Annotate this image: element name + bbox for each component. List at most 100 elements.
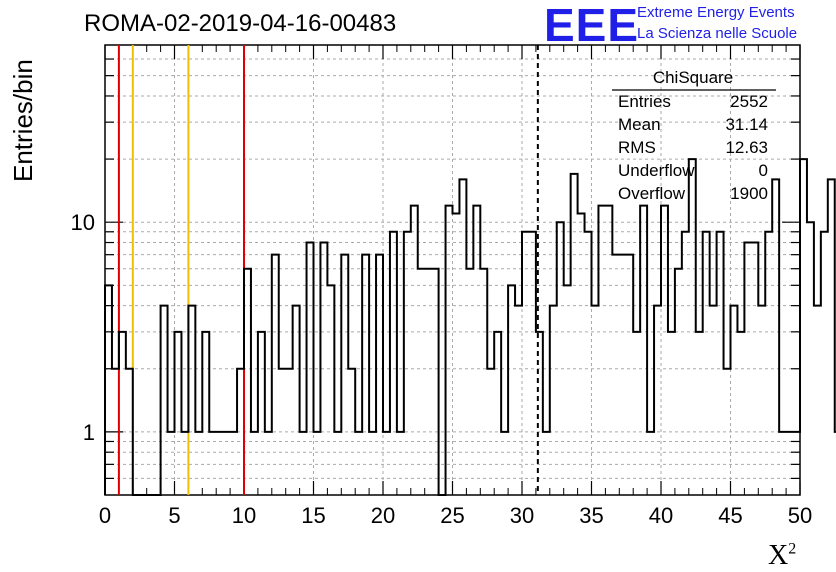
histogram-bin	[320, 243, 327, 495]
x-tick-label: 50	[788, 503, 812, 528]
y-axis-label: Entries/bin	[8, 59, 38, 182]
histogram-bin	[696, 332, 703, 495]
histogram-bin	[814, 306, 821, 495]
histogram-bin	[334, 432, 341, 495]
x-tick-label: 25	[440, 503, 464, 528]
histogram-bin	[376, 255, 383, 495]
x-tick-label: 15	[301, 503, 325, 528]
histogram	[104, 158, 836, 496]
x-tick-label: 0	[99, 503, 111, 528]
histogram-bin	[453, 214, 460, 495]
histogram-bin	[765, 232, 772, 495]
stats-value: 1900	[730, 184, 768, 203]
histogram-bin	[230, 432, 237, 495]
x-tick-label: 45	[718, 503, 742, 528]
histogram-bin	[300, 432, 307, 495]
stats-key: RMS	[618, 138, 656, 157]
histogram-bin	[216, 432, 223, 495]
stats-value: 2552	[730, 92, 768, 111]
histogram-bin	[237, 369, 244, 495]
histogram-bin	[557, 222, 564, 495]
histogram-bin	[661, 206, 668, 495]
histogram-bin	[626, 255, 633, 495]
histogram-bin	[411, 206, 418, 495]
x-axis-label: X2	[768, 540, 796, 572]
histogram-bin	[647, 432, 654, 495]
histogram-bin	[654, 306, 661, 495]
histogram-bin	[501, 432, 508, 495]
histogram-bin	[480, 269, 487, 495]
histogram-bin	[258, 332, 265, 495]
histogram-bin	[682, 232, 689, 495]
histogram-bin	[119, 332, 126, 495]
x-tick-label: 10	[232, 503, 256, 528]
histogram-bin	[710, 306, 717, 495]
histogram-bin	[494, 332, 501, 495]
histogram-bin	[168, 432, 175, 495]
histogram-bin	[188, 306, 195, 495]
histogram-bin	[522, 232, 529, 495]
histogram-bin	[731, 306, 738, 495]
histogram-bin	[307, 243, 314, 495]
chart-title: ROMA-02-2019-04-16-00483	[84, 10, 397, 37]
stats-value: 12.63	[725, 138, 768, 157]
histogram-bin	[758, 306, 765, 495]
stats-title: ChiSquare	[652, 68, 734, 87]
histogram-bin	[286, 369, 293, 495]
histogram-bin	[293, 306, 300, 495]
histogram-bin	[772, 179, 779, 495]
histogram-bin	[536, 332, 543, 495]
histogram-bin	[418, 269, 425, 495]
histogram-bin	[717, 232, 724, 495]
histogram-bin	[244, 269, 251, 495]
histogram-bin	[446, 206, 453, 495]
stats-key: Mean	[618, 115, 661, 134]
histogram-bin	[105, 285, 112, 495]
histogram-bin	[640, 206, 647, 495]
histogram-bin	[550, 306, 557, 495]
x-tick-label: 40	[649, 503, 673, 528]
histogram-bin	[703, 232, 710, 495]
histogram-bin	[348, 369, 355, 495]
x-tick-label: 30	[510, 503, 534, 528]
histogram-bin	[314, 432, 321, 495]
x-tick-label: 5	[168, 503, 180, 528]
histogram-bin	[821, 232, 828, 495]
histogram-bin	[585, 232, 592, 495]
histogram-bin	[612, 255, 619, 495]
histogram-bin	[515, 306, 522, 495]
histogram-bin	[668, 332, 675, 495]
histogram-bin	[202, 332, 209, 495]
histogram-bin	[807, 222, 814, 495]
histogram-bin	[578, 214, 585, 495]
x-tick-label: 35	[579, 503, 603, 528]
y-tick-label: 1	[83, 420, 95, 445]
x-axis-label-symbol: X	[768, 540, 789, 571]
histogram-bin	[161, 306, 168, 495]
histogram-bin	[459, 179, 466, 495]
x-tick-label: 20	[371, 503, 395, 528]
stats-value: 0	[758, 161, 768, 180]
histogram-bin	[571, 174, 578, 495]
histogram-bin	[529, 232, 536, 495]
histogram-bin	[397, 432, 404, 495]
histogram-bin	[126, 369, 133, 495]
histogram-bin	[487, 369, 494, 495]
histogram-bin	[383, 432, 390, 495]
eee-logo: EEE	[544, 0, 640, 51]
histogram-outline	[104, 158, 836, 496]
histogram-bin	[473, 206, 480, 495]
histogram-bin	[800, 159, 807, 495]
histogram-bin	[744, 243, 751, 495]
histogram-bin	[724, 369, 731, 495]
stats-value: 31.14	[725, 115, 768, 134]
histogram-bin	[508, 285, 515, 495]
histogram-bin	[209, 432, 216, 495]
histogram-bin	[779, 432, 786, 495]
stats-key: Underflow	[618, 161, 695, 180]
y-tick-label: 10	[71, 210, 95, 235]
histogram-bin	[223, 432, 230, 495]
histogram-bin	[279, 369, 286, 495]
histogram-bin	[466, 269, 473, 495]
